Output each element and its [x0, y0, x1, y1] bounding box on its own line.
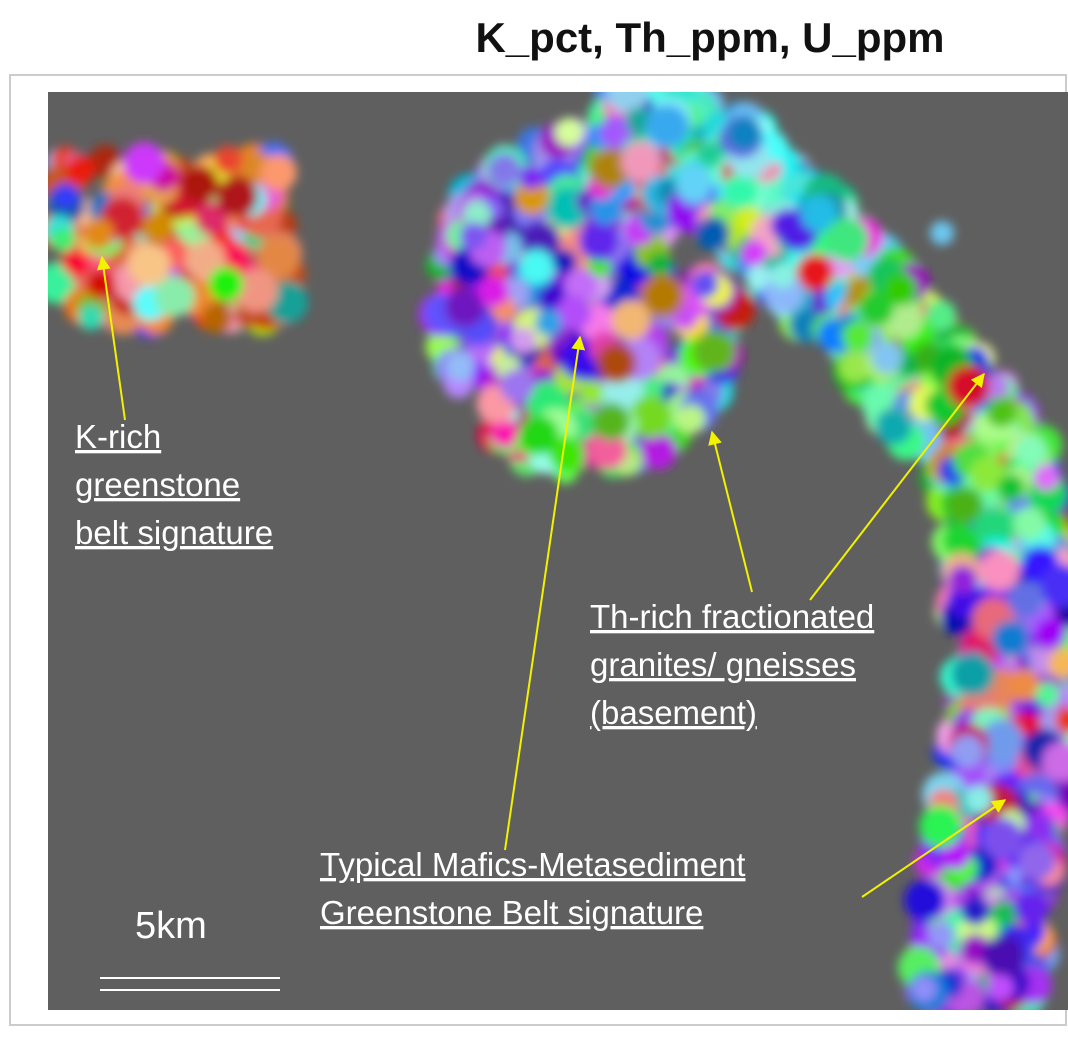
- pixel: [1014, 890, 1049, 925]
- pixel: [948, 565, 977, 594]
- annotation-line: greenstone: [75, 466, 240, 503]
- pixel: [535, 309, 562, 336]
- pixel: [182, 166, 219, 203]
- pixel: [460, 222, 488, 250]
- pixel: [580, 380, 605, 405]
- pixel: [123, 142, 165, 184]
- pixel: [597, 344, 636, 383]
- pixel: [992, 621, 1028, 657]
- pixel: [951, 653, 994, 696]
- pixel: [988, 975, 1014, 1001]
- pixel: [724, 173, 759, 208]
- pixel: [488, 154, 521, 187]
- pixel: [214, 146, 243, 175]
- pixel: [78, 305, 104, 331]
- pixel: [1013, 507, 1045, 539]
- pixel: [611, 300, 651, 340]
- pixel: [445, 352, 475, 382]
- pixel: [1018, 842, 1055, 879]
- pixel: [693, 330, 735, 372]
- pixel: [519, 250, 554, 285]
- pixel: [998, 474, 1025, 501]
- pixel: [842, 321, 873, 352]
- pixel: [1035, 618, 1066, 649]
- pixel: [1025, 811, 1055, 841]
- pixel: [986, 397, 1017, 428]
- annotation-line: K-rich: [75, 418, 161, 455]
- pixel: [1007, 581, 1043, 617]
- pixel: [216, 176, 258, 218]
- pixel: [51, 228, 75, 252]
- pixel: [727, 116, 763, 152]
- pixel: [641, 434, 677, 470]
- pixel: [53, 183, 78, 208]
- annotation-line: Typical Mafics-Metasediment: [320, 846, 745, 883]
- annotation-line: granites/ gneisses: [590, 646, 856, 683]
- map-figure: K_pct, Th_ppm, U_ppm K-rich greenstone bel…: [0, 0, 1068, 1039]
- pixel: [555, 118, 584, 147]
- pixel: [592, 403, 630, 441]
- pixel: [741, 240, 767, 266]
- pixel: [961, 896, 990, 925]
- pixel: [677, 405, 706, 434]
- pixel: [872, 342, 903, 373]
- pixel: [500, 369, 534, 403]
- pixel: [1035, 683, 1059, 707]
- pixel: [912, 977, 937, 1002]
- pixel: [904, 879, 946, 921]
- pixel: [965, 786, 992, 813]
- pixel: [770, 263, 795, 288]
- pixel: [692, 271, 719, 298]
- pixel: [930, 221, 954, 245]
- pixel: [919, 805, 962, 848]
- pixel: [142, 210, 175, 243]
- pixel: [884, 273, 917, 306]
- pixel: [825, 218, 869, 262]
- pixel: [696, 217, 730, 251]
- annotation-line: Greenstone Belt signature: [320, 894, 703, 931]
- pixel: [84, 219, 115, 250]
- pixel: [202, 303, 232, 333]
- pixel: [86, 269, 115, 298]
- annotation-line: Th-rich fractionated: [590, 598, 874, 635]
- pixel: [1007, 669, 1040, 702]
- pixel: [606, 70, 649, 113]
- pixel: [647, 252, 672, 277]
- pixel: [928, 922, 955, 949]
- pixel: [553, 250, 577, 274]
- pixel: [519, 165, 543, 189]
- pixel: [154, 276, 195, 317]
- pixel: [646, 105, 689, 148]
- pixel: [1033, 465, 1059, 491]
- pixel: [478, 276, 509, 307]
- annotation-line: (basement): [590, 694, 757, 731]
- pixel: [65, 155, 95, 185]
- pixel: [510, 327, 536, 353]
- pixel: [621, 142, 661, 182]
- pixel: [875, 408, 912, 445]
- pixel: [947, 366, 989, 408]
- pixel: [1015, 435, 1047, 467]
- pixel: [979, 550, 1020, 591]
- pixel: [261, 155, 297, 191]
- pixel: [676, 165, 712, 201]
- pixel: [982, 818, 1023, 859]
- pixel: [208, 267, 243, 302]
- pixel: [520, 415, 559, 454]
- pixel: [490, 419, 519, 448]
- annotation-line: belt signature: [75, 514, 273, 551]
- pixel: [951, 735, 984, 768]
- pixel: [579, 221, 618, 260]
- map-title: K_pct, Th_ppm, U_ppm: [475, 14, 944, 61]
- pixel: [982, 936, 1024, 978]
- scale-label: 5km: [135, 905, 207, 947]
